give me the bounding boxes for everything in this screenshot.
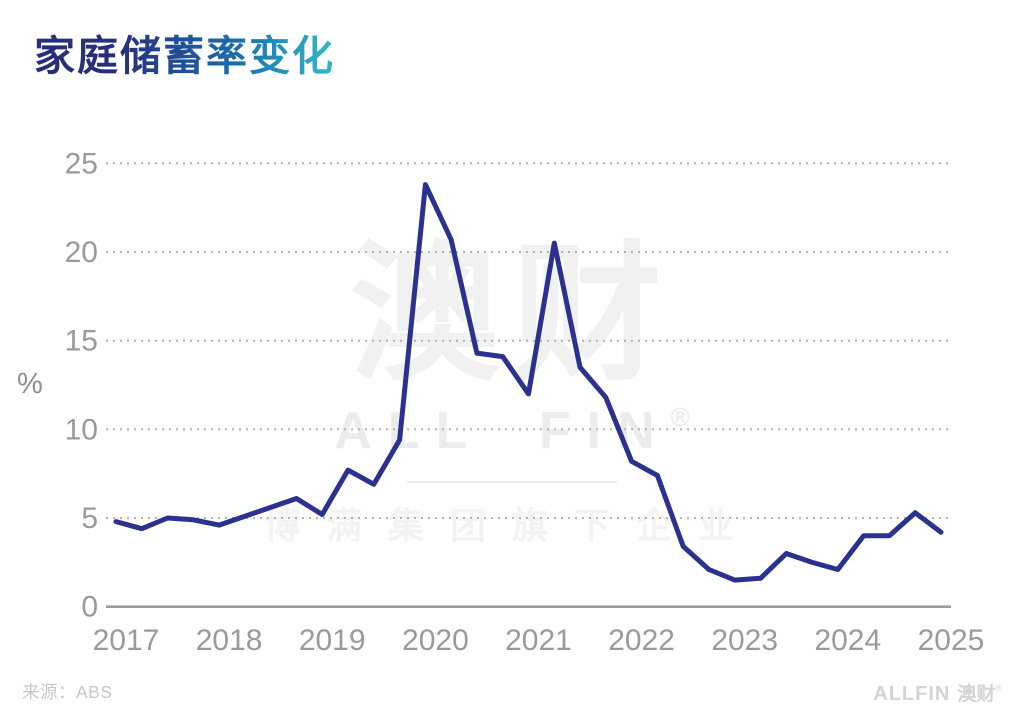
- logo-latin-text: ALLFIN: [873, 683, 951, 705]
- x-tick-labels: 2017 2018 2019 2020 2021 2022 2023 2024 2025: [93, 624, 985, 657]
- page-title: 家庭储蓄率变化: [34, 22, 335, 82]
- y-tick-15: 15: [65, 325, 98, 358]
- x-tick-2024: 2024: [814, 624, 881, 657]
- y-tick-0: 0: [81, 591, 98, 624]
- x-tick-2018: 2018: [196, 624, 263, 657]
- y-tick-labels: 0 5 10 15 20 25: [65, 147, 98, 623]
- x-tick-2020: 2020: [402, 624, 469, 657]
- source-note: 来源：ABS: [22, 679, 113, 704]
- y-tick-25: 25: [65, 147, 98, 180]
- x-tick-2019: 2019: [299, 624, 366, 657]
- source-label: 来源：: [22, 682, 76, 702]
- x-tick-2021: 2021: [505, 624, 572, 657]
- source-value: ABS: [76, 682, 113, 702]
- x-tick-2023: 2023: [711, 624, 778, 657]
- x-tick-2025: 2025: [918, 624, 985, 657]
- registered-mark-icon: ®: [670, 402, 690, 432]
- x-tick-2017: 2017: [93, 624, 160, 657]
- brand-watermark: 澳财 ALL FIN® 博满集团旗下企业: [162, 238, 862, 549]
- savings-rate-line: [113, 182, 944, 583]
- y-tick-20: 20: [65, 236, 98, 269]
- watermark-tagline: 博满集团旗下企业: [263, 505, 760, 546]
- watermark-latin-wordmark: ALL FIN®: [162, 401, 862, 461]
- allfin-logo: ALLFIN 澳财®: [873, 679, 1002, 706]
- y-tick-10: 10: [65, 413, 98, 446]
- x-tick-2022: 2022: [608, 624, 675, 657]
- logo-registered-mark-icon: ®: [995, 683, 1002, 693]
- y-tick-5: 5: [81, 502, 98, 535]
- logo-cn-text: 澳财: [957, 684, 996, 705]
- watermark-divider: [407, 481, 617, 483]
- y-axis-unit-label: %: [17, 368, 43, 400]
- watermark-latin-text: ALL FIN: [334, 402, 671, 460]
